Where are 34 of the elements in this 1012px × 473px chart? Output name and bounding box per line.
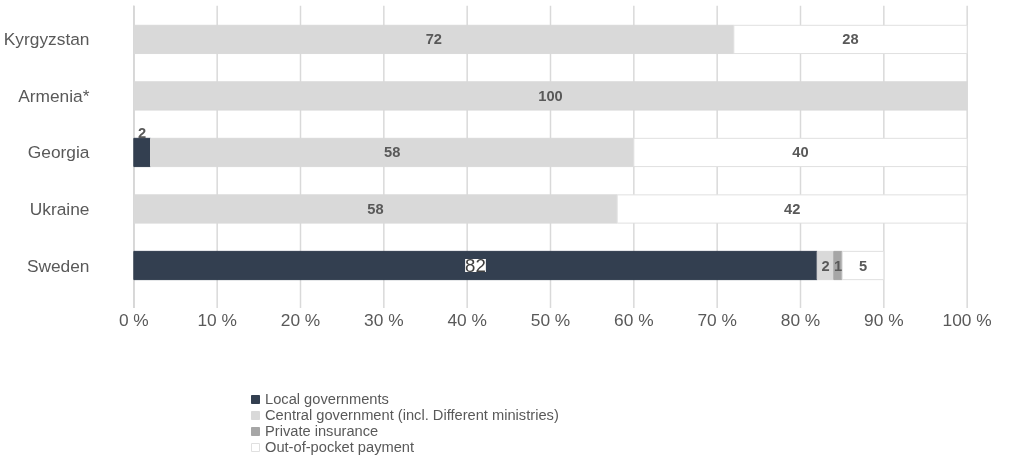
data-label: 2 [138, 125, 147, 142]
x-tick-label: 60 % [614, 310, 654, 331]
data-label: 72 [425, 31, 442, 48]
legend-label: Private insurance [265, 423, 379, 439]
x-tick-label: 10 % [197, 310, 237, 331]
data-label: 1 [833, 257, 843, 274]
legend-label: Out-of-pocket payment [265, 439, 415, 455]
data-label: 100 [538, 87, 563, 104]
x-tick-label: 100 % [942, 310, 992, 331]
data-label: 5 [858, 257, 868, 274]
x-tick-label: 20 % [280, 310, 321, 331]
data-label: 40 [792, 144, 809, 161]
x-tick-label: 50 % [530, 310, 571, 331]
x-tick-label: 30 % [364, 310, 404, 331]
data-label: 82 [465, 255, 486, 276]
x-tick-label: 40 % [447, 310, 487, 331]
data-label: 28 [842, 31, 859, 48]
y-tick-label: Ukraine [29, 198, 90, 219]
y-tick-label: Armenia* [18, 85, 90, 106]
legend-label: Central government (incl. Different ministries) [265, 407, 559, 423]
y-tick-label: Georgia [27, 142, 90, 163]
x-tick-label: 0 % [118, 310, 149, 331]
data-label: 58 [384, 144, 401, 161]
bar [133, 250, 818, 281]
x-tick-label: 80 % [780, 310, 821, 331]
legend-label: Local governments [265, 391, 389, 407]
x-tick-label: 90 % [864, 310, 904, 331]
x-tick-label: 70 % [697, 310, 737, 331]
y-tick-label: Sweden [26, 255, 90, 276]
bar [133, 137, 151, 168]
data-label: 42 [784, 200, 801, 217]
data-label: 58 [367, 200, 384, 217]
data-label: 2 [821, 257, 830, 274]
y-tick-label: Kyrgyzstan [3, 29, 90, 50]
